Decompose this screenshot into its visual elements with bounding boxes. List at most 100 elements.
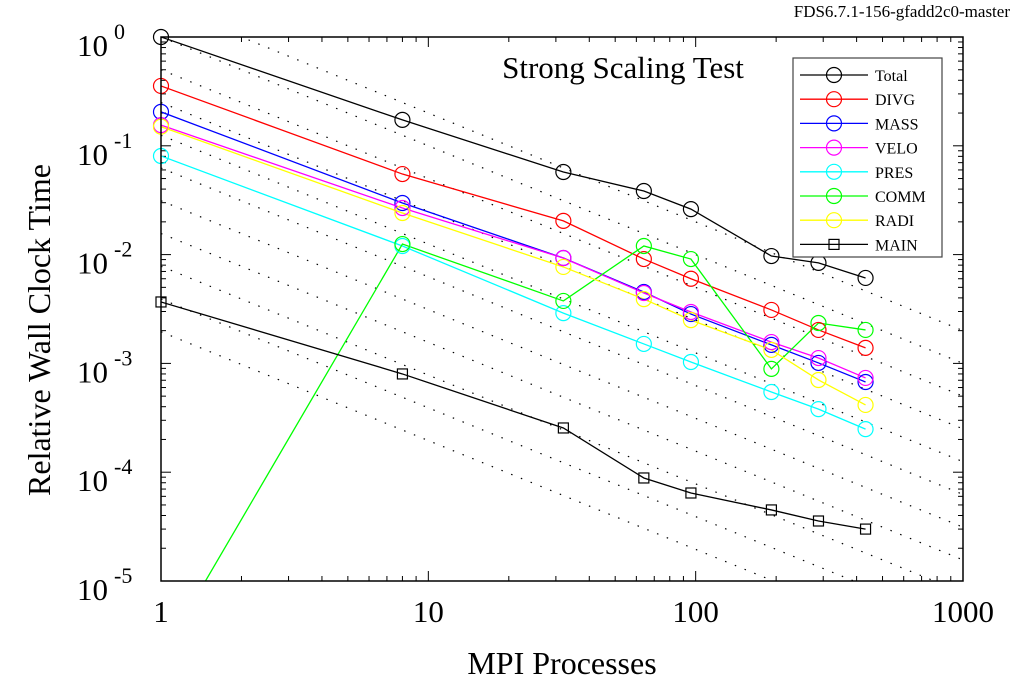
data-point-mass bbox=[857, 373, 874, 391]
data-point-total bbox=[682, 200, 700, 218]
data-point-total bbox=[555, 163, 572, 181]
data-point-velo bbox=[857, 369, 874, 387]
data-point-main bbox=[859, 523, 872, 535]
markers-group bbox=[152, 28, 874, 535]
data-point-main bbox=[685, 487, 697, 499]
legend-marker bbox=[825, 66, 843, 84]
y-tick-label: 10 bbox=[77, 572, 108, 607]
series-group bbox=[161, 37, 866, 581]
data-point-main bbox=[812, 515, 825, 527]
series-line-velo bbox=[161, 124, 866, 379]
data-point-radi bbox=[810, 371, 827, 389]
data-point-total bbox=[763, 247, 780, 265]
data-point-main bbox=[638, 472, 650, 484]
series-line-main bbox=[161, 301, 866, 530]
data-point-mass bbox=[394, 194, 411, 212]
reference-line bbox=[161, 265, 936, 581]
data-point-main bbox=[557, 422, 569, 434]
data-point-comm bbox=[810, 314, 827, 332]
data-point-divg bbox=[394, 165, 411, 183]
y-tick-exponent: -5 bbox=[114, 563, 132, 588]
data-point-pres bbox=[763, 383, 780, 401]
legend-item-divg: DIVG bbox=[800, 91, 915, 109]
data-point-radi bbox=[555, 258, 572, 276]
series-line-mass bbox=[161, 111, 866, 383]
x-axis-label: MPI Processes bbox=[467, 645, 656, 681]
data-point-main bbox=[765, 504, 778, 516]
reference-line bbox=[161, 232, 963, 561]
legend-label: MASS bbox=[875, 116, 919, 133]
legend-marker bbox=[828, 238, 840, 250]
data-point-divg bbox=[555, 212, 572, 230]
series-line-pres bbox=[161, 155, 866, 430]
legend-label: DIVG bbox=[875, 92, 915, 109]
data-point-radi bbox=[763, 341, 780, 359]
data-point-radi bbox=[857, 396, 874, 414]
x-tick-label: 10 bbox=[413, 594, 444, 629]
data-point-pres bbox=[857, 420, 874, 438]
legend-label: VELO bbox=[875, 141, 918, 158]
legend-label: Total bbox=[875, 68, 908, 85]
axis-ticks bbox=[161, 37, 963, 581]
data-point-divg bbox=[682, 270, 700, 287]
legend: Total DIVG MASS VELO PRES COMM RADI MAIN bbox=[792, 57, 943, 258]
legend-item-velo: VELO bbox=[800, 139, 918, 158]
data-point-pres bbox=[682, 353, 700, 371]
data-point-divg bbox=[763, 301, 780, 319]
reference-line bbox=[161, 331, 775, 581]
legend-label: RADI bbox=[875, 213, 914, 230]
legend-marker bbox=[825, 139, 843, 156]
data-point-comm bbox=[555, 292, 572, 310]
data-point-pres bbox=[635, 335, 652, 353]
data-point-divg bbox=[635, 250, 652, 268]
y-tick-label: 10 bbox=[77, 28, 108, 63]
data-point-velo bbox=[555, 249, 572, 267]
data-point-velo bbox=[394, 199, 411, 217]
y-tick-label: 10 bbox=[77, 354, 108, 389]
data-point-velo bbox=[763, 333, 780, 351]
legend-marker bbox=[825, 115, 843, 132]
data-point-radi bbox=[394, 204, 411, 222]
data-point-comm bbox=[763, 360, 780, 378]
data-point-divg bbox=[810, 321, 827, 339]
data-point-velo bbox=[682, 303, 700, 321]
legend-label: PRES bbox=[875, 165, 913, 182]
x-tick-label: 1000 bbox=[932, 594, 994, 629]
y-tick-label: 10 bbox=[77, 246, 108, 281]
legend-label: MAIN bbox=[875, 237, 918, 254]
plot-frame bbox=[160, 36, 964, 582]
data-point-mass bbox=[810, 354, 827, 372]
x-tick-label: 1 bbox=[153, 594, 169, 629]
y-tick-exponent: -4 bbox=[114, 454, 132, 479]
y-tick-label: 10 bbox=[77, 463, 108, 498]
y-tick-exponent: 0 bbox=[114, 19, 125, 44]
legend-item-mass: MASS bbox=[800, 115, 919, 133]
legend-marker bbox=[825, 212, 843, 229]
x-tick-label: 100 bbox=[672, 594, 719, 629]
chart-title: Strong Scaling Test bbox=[502, 50, 744, 85]
data-point-divg bbox=[857, 339, 874, 356]
series-line-divg bbox=[161, 85, 866, 349]
data-point-radi bbox=[635, 290, 652, 308]
y-axis-label: Relative Wall Clock Time bbox=[21, 164, 57, 496]
y-tick-exponent: -3 bbox=[114, 345, 132, 370]
data-point-total bbox=[394, 111, 411, 129]
legend-item-total: Total bbox=[800, 66, 908, 85]
data-point-total bbox=[857, 269, 874, 287]
x-tick-labels: 1 10 100 1000 bbox=[153, 594, 994, 629]
data-point-velo bbox=[810, 349, 827, 367]
legend-item-main: MAIN bbox=[800, 237, 918, 254]
data-point-main bbox=[396, 368, 409, 380]
reference-line bbox=[161, 298, 856, 581]
legend-box bbox=[792, 57, 943, 258]
data-point-comm bbox=[635, 237, 652, 255]
legend-marker bbox=[825, 163, 843, 180]
legend-item-pres: PRES bbox=[800, 163, 913, 182]
legend-marker bbox=[825, 187, 843, 205]
data-point-comm bbox=[857, 321, 874, 339]
legend-item-radi: RADI bbox=[800, 212, 914, 230]
legend-item-comm: COMM bbox=[800, 187, 926, 206]
y-tick-label: 10 bbox=[77, 137, 108, 172]
